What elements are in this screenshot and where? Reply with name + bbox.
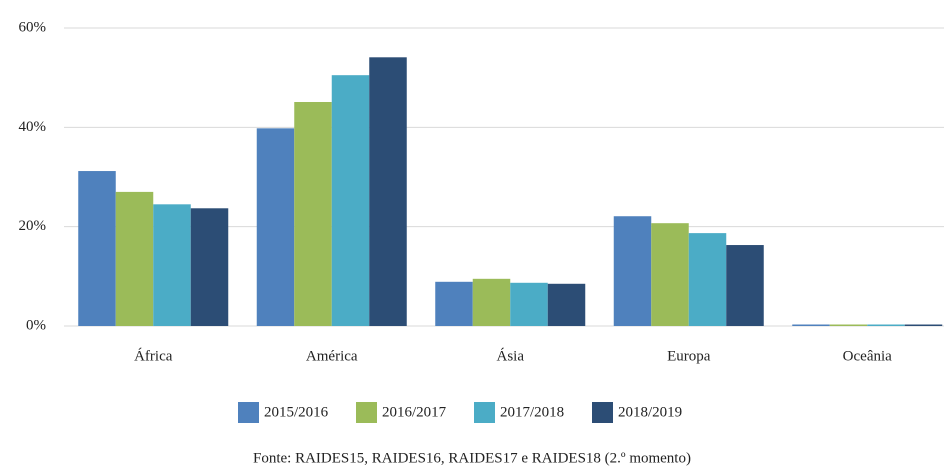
legend-swatch [238,402,259,423]
legend-label: 2015/2016 [264,404,329,420]
bar [78,171,116,326]
legend-label: 2016/2017 [382,404,447,420]
y-tick-label: 60% [19,19,47,35]
legend-swatch [592,402,613,423]
bar [472,278,511,326]
bar [435,281,473,326]
x-tick-label: Oceânia [843,348,892,364]
bar [153,204,191,326]
source-note: Fonte: RAIDES15, RAIDES16, RAIDES17 e RA… [253,450,691,466]
bar [115,191,154,326]
bar [726,245,764,326]
bar [510,282,548,326]
legend-label: 2017/2018 [500,404,564,420]
x-tick-label: Ásia [497,347,525,364]
bar [792,324,830,326]
y-tick-label: 0% [26,317,46,333]
y-tick-label: 40% [19,119,47,135]
bar [613,216,652,326]
bar [651,223,689,326]
bar [904,324,943,326]
bar [829,324,868,326]
y-tick-label: 20% [19,218,47,234]
bar [547,283,586,326]
bar [688,233,727,326]
bar [294,102,332,327]
legend-swatch [356,402,377,423]
bar [331,75,370,326]
x-tick-label: Europa [667,348,711,364]
bar [190,208,229,326]
bar [256,128,295,326]
bar [369,57,407,326]
x-tick-label: África [134,347,173,364]
legend-swatch [474,402,495,423]
x-tick-label: América [306,348,358,364]
bar [867,324,905,326]
legend-label: 2018/2019 [618,404,682,420]
